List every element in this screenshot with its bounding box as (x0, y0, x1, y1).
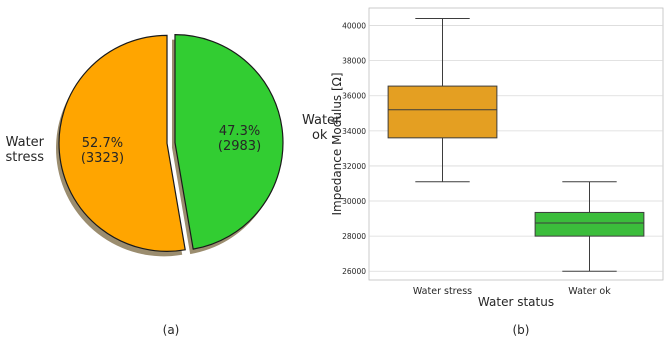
y-tick-label: 36000 (342, 92, 366, 101)
boxplot-y-tick-labels: 26000 28000 30000 32000 34000 36000 38000 40000 (342, 22, 366, 277)
pie-category-label: stress (6, 150, 45, 165)
y-tick-label: 38000 (342, 57, 366, 66)
boxplot-plot-area (368, 7, 664, 281)
pie-slices (58, 34, 284, 252)
panel-label-a: (a) (163, 323, 180, 337)
interquartile-box (387, 85, 498, 139)
boxplot-x-tick-labels: Water stress Water ok (413, 286, 611, 297)
boxplot-x-axis-label: Water status (478, 295, 554, 309)
boxplot-boxes (387, 18, 645, 272)
pie-count-label: (2983) (218, 139, 261, 154)
box-water-ok (534, 181, 645, 272)
y-tick-label: 26000 (342, 267, 366, 276)
pie-slice-water-ok (174, 34, 284, 250)
x-tick-label: Water ok (568, 286, 611, 297)
pie-slice-water-stress (58, 34, 186, 252)
pie-percent-label: 52.7% (82, 136, 123, 151)
pie-count-label: (3323) (81, 151, 124, 166)
pie-percent-label: 47.3% (219, 124, 260, 139)
panel-label-b: (b) (513, 323, 530, 337)
pie-category-label: ok (312, 128, 328, 143)
y-tick-label: 30000 (342, 197, 366, 206)
interquartile-box (534, 211, 645, 237)
y-tick-label: 32000 (342, 162, 366, 171)
box-water-stress (387, 18, 498, 183)
pie-category-label: Water (302, 113, 341, 128)
boxplot-y-axis-label: Impedance Modulus [Ω] (330, 72, 344, 215)
y-tick-label: 40000 (342, 22, 366, 31)
y-tick-label: 34000 (342, 127, 366, 136)
pie-category-label: Water (6, 135, 45, 150)
y-tick-label: 28000 (342, 232, 366, 241)
x-tick-label: Water stress (413, 286, 472, 297)
